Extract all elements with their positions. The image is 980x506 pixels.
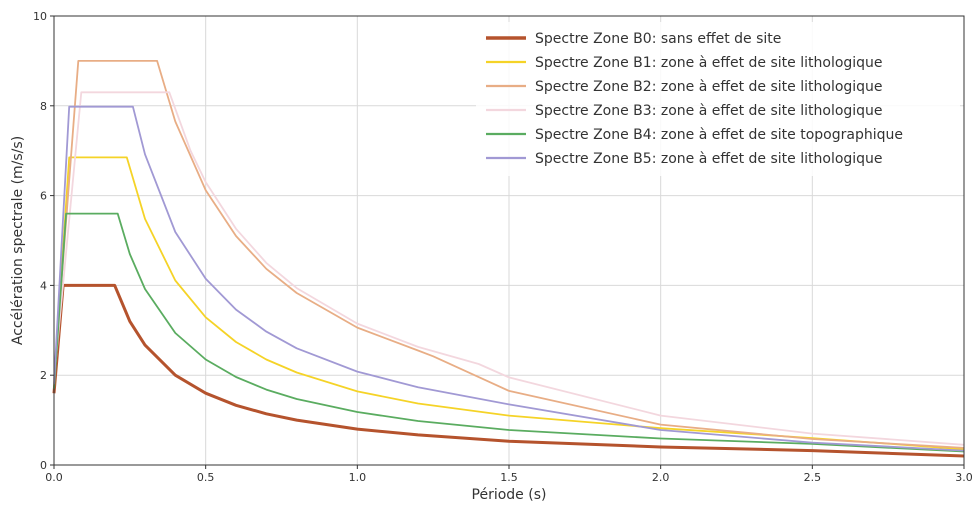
y-tick-label: 2 <box>40 369 47 382</box>
legend: Spectre Zone B0: sans effet de site Spect… <box>476 22 960 176</box>
y-tick-label: 10 <box>33 10 47 23</box>
x-tick-label: 0.0 <box>45 471 63 484</box>
legend-label-5: Spectre Zone B5: zone à effet de site li… <box>535 151 883 167</box>
legend-label-1: Spectre Zone B1: zone à effet de site li… <box>535 55 883 71</box>
series-line-1 <box>53 156 965 451</box>
series-line-2 <box>53 60 965 449</box>
y-tick-label: 8 <box>40 100 47 113</box>
legend-label-4: Spectre Zone B4: zone à effet de site to… <box>535 127 903 143</box>
axis-ticks: 0.0 0.5 1.0 1.5 2.0 2.5 3.0 0 2 4 6 8 10 <box>33 10 973 484</box>
series-line-4 <box>53 212 965 453</box>
legend-label-3: Spectre Zone B3: zone à effet de site li… <box>535 103 883 119</box>
y-tick-label: 0 <box>40 459 47 472</box>
x-tick-label: 2.0 <box>652 471 670 484</box>
x-tick-label: 1.5 <box>500 471 518 484</box>
series-line-0 <box>52 283 965 458</box>
legend-label-2: Spectre Zone B2: zone à effet de site li… <box>535 79 883 95</box>
y-tick-label: 4 <box>40 279 47 292</box>
series-lines <box>52 60 965 458</box>
y-tick-label: 6 <box>40 190 47 203</box>
x-tick-label: 0.5 <box>197 471 215 484</box>
legend-label-0: Spectre Zone B0: sans effet de site <box>535 31 781 47</box>
x-tick-label: 2.5 <box>804 471 822 484</box>
series-line-3 <box>53 91 965 446</box>
x-tick-label: 3.0 <box>955 471 973 484</box>
series-line-5 <box>53 105 965 452</box>
legend-background <box>476 22 960 176</box>
x-axis-label: Période (s) <box>472 487 547 503</box>
x-tick-label: 1.0 <box>349 471 367 484</box>
y-axis-label: Accélération spectrale (m/s/s) <box>10 136 26 345</box>
